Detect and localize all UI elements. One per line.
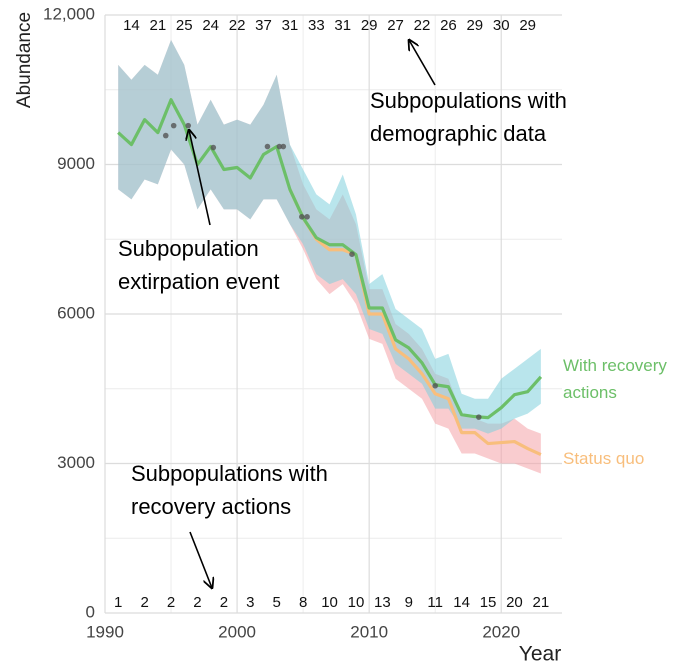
count-label: 2 bbox=[140, 594, 148, 611]
x-tick-label: 2010 bbox=[350, 622, 388, 641]
count-label: 1 bbox=[114, 594, 122, 611]
observation-point bbox=[432, 382, 439, 389]
count-label: 10 bbox=[321, 594, 338, 611]
count-label: 2 bbox=[220, 594, 228, 611]
count-label: 5 bbox=[273, 594, 281, 611]
y-tick-label: 3000 bbox=[57, 453, 95, 472]
ribbon bbox=[118, 39, 541, 434]
count-label: 22 bbox=[414, 17, 431, 34]
count-label: 3 bbox=[246, 594, 254, 611]
y-tick-label: 6000 bbox=[57, 303, 95, 322]
count-label: 31 bbox=[334, 17, 351, 34]
x-tick-label: 2000 bbox=[218, 622, 256, 641]
count-label: 21 bbox=[149, 17, 166, 34]
arrow bbox=[409, 40, 436, 86]
legend-label: Status quo bbox=[563, 449, 645, 468]
arrow bbox=[189, 130, 211, 226]
observation-point bbox=[349, 251, 355, 257]
count-label: 27 bbox=[387, 17, 404, 34]
y-axis-title: Abundance bbox=[14, 12, 35, 108]
legend-label: With recovery actions bbox=[563, 356, 667, 402]
observation-point bbox=[162, 132, 169, 139]
count-label: 13 bbox=[374, 594, 391, 611]
count-label: 29 bbox=[466, 17, 483, 34]
count-label: 25 bbox=[176, 17, 193, 34]
x-tick-label: 1990 bbox=[86, 622, 124, 641]
observation-point bbox=[264, 143, 271, 150]
count-label: 8 bbox=[299, 594, 307, 611]
count-label: 30 bbox=[493, 17, 510, 34]
count-label: 21 bbox=[533, 594, 550, 611]
count-label: 11 bbox=[427, 594, 443, 611]
observation-point bbox=[170, 122, 177, 129]
y-tick-label: 9000 bbox=[57, 154, 95, 173]
observation-point bbox=[475, 414, 482, 420]
count-label: 9 bbox=[405, 594, 413, 611]
observation-point bbox=[210, 144, 217, 151]
count-label: 15 bbox=[480, 594, 497, 611]
y-tick-label: 12,000 bbox=[43, 4, 95, 23]
annotation: Subpopulations with demographic data bbox=[370, 88, 567, 146]
observation-point bbox=[185, 122, 192, 129]
count-label: 26 bbox=[440, 17, 457, 34]
count-label: 37 bbox=[255, 17, 272, 34]
x-axis-title: Year bbox=[519, 643, 561, 666]
annotation: Subpopulation extirpation event bbox=[118, 236, 280, 294]
x-tick-label: 2020 bbox=[482, 622, 520, 641]
y-tick-label: 0 bbox=[86, 602, 95, 621]
observation-point bbox=[304, 214, 310, 220]
count-label: 2 bbox=[167, 594, 175, 611]
count-label: 10 bbox=[348, 594, 365, 611]
count-label: 2 bbox=[193, 594, 201, 611]
observation-point bbox=[276, 143, 283, 150]
count-label: 14 bbox=[123, 17, 140, 34]
count-label: 14 bbox=[453, 594, 470, 611]
count-label: 31 bbox=[282, 17, 299, 34]
observation-point bbox=[280, 143, 287, 150]
count-label: 33 bbox=[308, 17, 325, 34]
arrow bbox=[189, 531, 212, 588]
count-label: 22 bbox=[229, 17, 246, 34]
observation-point bbox=[299, 214, 305, 220]
annotation: Subpopulations with recovery actions bbox=[131, 461, 328, 519]
count-label: 29 bbox=[361, 17, 378, 34]
line bbox=[288, 188, 542, 456]
count-label: 20 bbox=[506, 594, 523, 611]
count-label: 24 bbox=[202, 17, 219, 34]
count-label: 29 bbox=[519, 17, 536, 34]
